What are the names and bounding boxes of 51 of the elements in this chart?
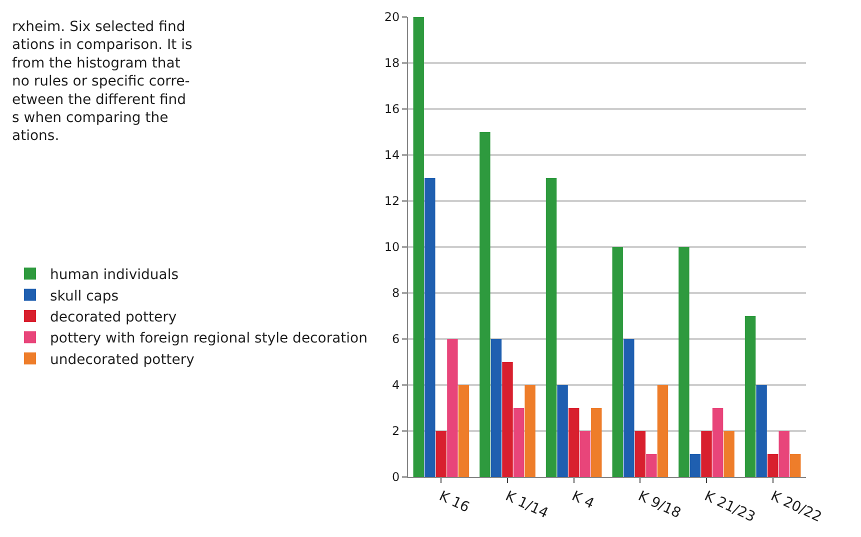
bar: [568, 408, 580, 477]
bar: [634, 431, 646, 477]
bar: [624, 339, 634, 477]
bar: [546, 178, 557, 477]
legend-label: human individuals: [50, 267, 179, 284]
x-tick-label: K 1/14: [502, 488, 551, 522]
bar: [657, 385, 668, 477]
y-tick-label: 18: [384, 56, 400, 70]
bar: [524, 385, 536, 477]
bar: [790, 454, 801, 477]
legend-label: undecorated pottery: [50, 352, 194, 368]
bar: [756, 385, 767, 477]
bar: [557, 385, 568, 477]
y-tick-label: 16: [384, 102, 400, 116]
legend-label: skull caps: [50, 288, 119, 304]
bar: [724, 431, 734, 477]
bar: [701, 431, 712, 477]
legend-label: decorated pottery: [50, 309, 177, 326]
bar: [744, 316, 756, 477]
bar: [458, 385, 470, 477]
y-tick-label: 0: [392, 470, 400, 484]
bar: [580, 431, 590, 477]
bar: [678, 247, 690, 477]
y-tick-label: 20: [384, 10, 400, 24]
bar: [447, 339, 458, 477]
legend-label: pottery with foreign regional style decoration: [50, 330, 368, 347]
y-tick-label: 2: [392, 424, 400, 438]
y-tick-label: 10: [384, 240, 400, 254]
y-tick-label: 4: [392, 378, 400, 392]
bar: [436, 431, 447, 477]
bar: [480, 132, 490, 477]
x-tick-label: K 9/18: [636, 488, 684, 522]
x-tick-label: K 16: [436, 488, 472, 516]
bar: [778, 431, 790, 477]
bar: [591, 408, 602, 477]
bar: [767, 454, 778, 477]
y-tick-label: 14: [384, 148, 400, 162]
bar: [690, 454, 701, 477]
y-tick-label: 12: [384, 194, 400, 208]
bar: [513, 408, 524, 477]
bar: [712, 408, 724, 477]
bar: [413, 17, 424, 477]
y-tick-label: 8: [392, 286, 400, 300]
y-tick-label: 6: [392, 332, 400, 346]
bar: [502, 362, 513, 477]
bar: [612, 247, 623, 477]
bar: [646, 454, 657, 477]
bar: [424, 178, 436, 477]
text: rxheim. Six selected find ations in comparison. It is from the histogram that no rules or specific corre- etween the different find s when comparing the ations.: [12, 19, 192, 144]
bar: [490, 339, 502, 477]
x-tick-label: K 4: [569, 488, 596, 512]
